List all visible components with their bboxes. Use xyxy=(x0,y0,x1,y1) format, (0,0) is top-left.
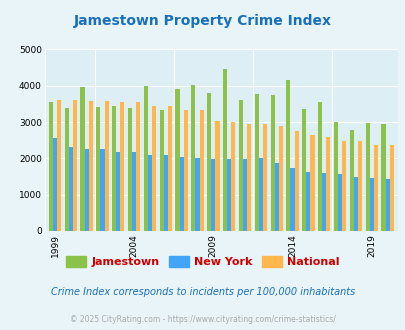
Bar xyxy=(389,145,393,231)
Bar xyxy=(373,145,377,231)
Bar xyxy=(222,69,226,231)
Bar xyxy=(100,149,104,231)
Bar xyxy=(64,108,68,231)
Bar xyxy=(72,100,77,231)
Bar xyxy=(147,155,152,231)
Bar xyxy=(104,101,109,231)
Text: © 2025 CityRating.com - https://www.cityrating.com/crime-statistics/: © 2025 CityRating.com - https://www.city… xyxy=(70,315,335,324)
Bar xyxy=(231,122,235,231)
Bar xyxy=(199,111,203,231)
Bar xyxy=(226,159,231,231)
Bar xyxy=(258,158,262,231)
Bar xyxy=(152,107,156,231)
Bar xyxy=(310,135,314,231)
Bar xyxy=(337,174,341,231)
Bar xyxy=(369,178,373,231)
Bar xyxy=(175,89,179,231)
Bar xyxy=(317,102,322,231)
Bar xyxy=(357,141,361,231)
Bar xyxy=(211,159,215,231)
Bar xyxy=(68,147,72,231)
Bar xyxy=(247,123,251,231)
Bar xyxy=(116,151,120,231)
Bar xyxy=(96,107,100,231)
Bar xyxy=(385,180,389,231)
Text: Crime Index corresponds to incidents per 100,000 inhabitants: Crime Index corresponds to incidents per… xyxy=(51,287,354,297)
Bar xyxy=(278,126,282,231)
Bar xyxy=(179,157,183,231)
Bar xyxy=(88,101,93,231)
Bar xyxy=(322,173,326,231)
Bar xyxy=(254,94,258,231)
Bar xyxy=(274,163,278,231)
Bar xyxy=(207,93,211,231)
Bar xyxy=(326,137,330,231)
Bar xyxy=(353,177,357,231)
Bar xyxy=(53,138,57,231)
Bar xyxy=(242,159,247,231)
Bar xyxy=(301,109,306,231)
Bar xyxy=(183,111,188,231)
Bar xyxy=(380,123,385,231)
Bar xyxy=(112,106,116,231)
Bar xyxy=(238,100,242,231)
Bar xyxy=(120,102,124,231)
Bar xyxy=(349,130,353,231)
Bar xyxy=(364,123,369,231)
Bar xyxy=(128,108,132,231)
Bar xyxy=(49,102,53,231)
Bar xyxy=(80,86,84,231)
Bar xyxy=(341,141,345,231)
Bar xyxy=(143,86,147,231)
Bar xyxy=(57,100,61,231)
Bar xyxy=(306,172,310,231)
Bar xyxy=(191,85,195,231)
Bar xyxy=(290,168,294,231)
Legend: Jamestown, New York, National: Jamestown, New York, National xyxy=(62,251,343,271)
Bar xyxy=(294,131,298,231)
Bar xyxy=(215,121,219,231)
Bar xyxy=(195,158,199,231)
Bar xyxy=(333,122,337,231)
Bar xyxy=(132,151,136,231)
Bar xyxy=(168,107,172,231)
Bar xyxy=(286,80,290,231)
Bar xyxy=(84,149,88,231)
Bar xyxy=(262,124,266,231)
Bar xyxy=(270,94,274,231)
Bar xyxy=(136,103,140,231)
Bar xyxy=(163,155,168,231)
Text: Jamestown Property Crime Index: Jamestown Property Crime Index xyxy=(74,15,331,28)
Bar xyxy=(159,110,163,231)
